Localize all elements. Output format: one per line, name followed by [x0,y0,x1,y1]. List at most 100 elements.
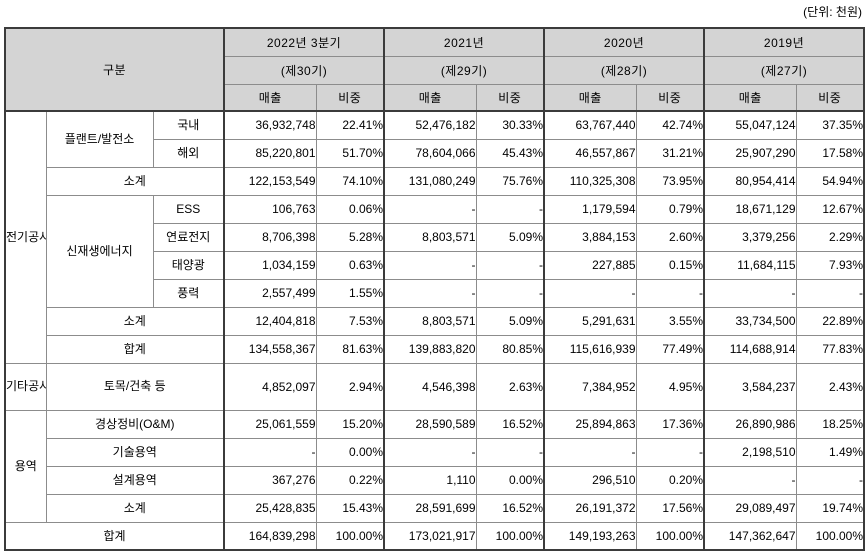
header-share: 비중 [315,83,385,112]
revenue-cell: 46,557,867 [543,138,637,168]
share-cell: - [635,278,705,308]
share-cell: 3.55% [635,306,705,336]
header-share: 비중 [475,83,545,112]
item-label-civil-construction: 토목/건축 등 [45,362,225,411]
item-label-total: 합계 [45,334,225,364]
share-cell: 2.43% [795,362,865,411]
revenue-cell: 122,153,549 [223,166,317,196]
share-cell: - [635,437,705,467]
revenue-cell: 80,954,414 [703,166,797,196]
revenue-cell: 7,384,952 [543,362,637,411]
share-cell: 0.79% [635,194,705,224]
revenue-cell: 1,179,594 [543,194,637,224]
share-cell: 42.74% [635,110,705,140]
revenue-cell: - [543,278,637,308]
share-cell: 19.74% [795,493,865,523]
revenue-cell: 8,706,398 [223,222,317,252]
subgroup-label-plant-power: 플랜트/발전소 [45,110,154,168]
revenue-cell: 36,932,748 [223,110,317,140]
revenue-cell: - [703,278,797,308]
table-row: 소계 25,428,835 15.43% 28,591,699 16.52% 2… [5,493,865,523]
header-term-30: (제30기) [223,55,385,85]
revenue-cell: 29,089,497 [703,493,797,523]
revenue-cell: 5,291,631 [543,306,637,336]
revenue-cell: 25,428,835 [223,493,317,523]
share-cell: 54.94% [795,166,865,196]
header-year-2020: 2020년 [543,27,705,57]
share-cell: 0.00% [475,465,545,495]
table-row: 기술용역 - 0.00% - - - - 2,198,510 1.49% [5,437,865,467]
share-cell: 16.52% [475,493,545,523]
header-revenue: 매출 [543,83,637,112]
share-cell: 2.63% [475,362,545,411]
revenue-cell: 147,362,647 [703,521,797,551]
header-category: 구분 [4,27,225,112]
subgroup-label-renewable-energy: 신재생에너지 [45,194,154,308]
revenue-cell: 11,684,115 [703,250,797,280]
revenue-cell: 4,546,398 [383,362,477,411]
revenue-cell: - [383,437,477,467]
revenue-cell: 55,047,124 [703,110,797,140]
header-share: 비중 [795,83,865,112]
item-label-subtotal: 소계 [45,493,225,523]
revenue-cell: 78,604,066 [383,138,477,168]
revenue-cell: 296,510 [543,465,637,495]
table-row: 해외 85,220,801 51.70% 78,604,066 45.43% 4… [5,138,865,168]
share-cell: 17.58% [795,138,865,168]
table-row: 연료전지 8,706,398 5.28% 8,803,571 5.09% 3,8… [5,222,865,252]
share-cell: 0.22% [315,465,385,495]
share-cell: 4.95% [635,362,705,411]
revenue-cell: 134,558,367 [223,334,317,364]
share-cell: - [475,250,545,280]
share-cell: 18.25% [795,409,865,439]
group-label-services: 용역 [4,409,47,523]
share-cell: 100.00% [315,521,385,551]
share-cell: 100.00% [475,521,545,551]
revenue-cell: 2,557,499 [223,278,317,308]
table-row: 소계 12,404,818 7.53% 8,803,571 5.09% 5,29… [5,306,865,336]
revenue-cell: 3,379,256 [703,222,797,252]
revenue-cell: 164,839,298 [223,521,317,551]
item-label-wind: 풍력 [152,278,225,308]
revenue-cell: 18,671,129 [703,194,797,224]
table-row: 합계 134,558,367 81.63% 139,883,820 80.85%… [5,334,865,364]
header-term-29: (제29기) [383,55,545,85]
revenue-cell: 1,110 [383,465,477,495]
share-cell: 100.00% [795,521,865,551]
revenue-cell: 114,688,914 [703,334,797,364]
revenue-cell: 173,021,917 [383,521,477,551]
header-revenue: 매출 [703,83,797,112]
table-row: 태양광 1,034,159 0.63% - - 227,885 0.15% 11… [5,250,865,280]
revenue-cell: 2,198,510 [703,437,797,467]
group-label-electrical-works: 전기공사 [4,110,47,364]
revenue-cell: 25,061,559 [223,409,317,439]
header-revenue: 매출 [223,83,317,112]
revenue-cell: - [383,194,477,224]
share-cell: 2.60% [635,222,705,252]
share-cell: 77.49% [635,334,705,364]
revenue-cell: 12,404,818 [223,306,317,336]
share-cell: 2.29% [795,222,865,252]
share-cell: 100.00% [635,521,705,551]
header-year-2021: 2021년 [383,27,545,57]
share-cell: 17.36% [635,409,705,439]
share-cell: 0.06% [315,194,385,224]
revenue-cell: 26,890,986 [703,409,797,439]
item-label-fuel-cell: 연료전지 [152,222,225,252]
share-cell: - [795,278,865,308]
item-label-design-service: 설계용역 [45,465,225,495]
table-row: 전기공사 플랜트/발전소 국내 36,932,748 22.41% 52,476… [4,110,865,364]
header-term-27: (제27기) [703,55,865,85]
revenue-cell: 227,885 [543,250,637,280]
item-label-grand-total: 합계 [4,521,225,551]
revenue-cell: 106,763 [223,194,317,224]
share-cell: 31.21% [635,138,705,168]
table-row: 기타공사 토목/건축 등 4,852,097 2.94% 4,546,398 2… [4,362,865,411]
revenue-cell: 110,325,308 [543,166,637,196]
share-cell: 0.20% [635,465,705,495]
group-label-other-works: 기타공사 [4,362,47,411]
table-row: 풍력 2,557,499 1.55% - - - - - - [5,278,865,308]
share-cell: 15.20% [315,409,385,439]
item-label-om: 경상정비(O&M) [45,409,225,439]
share-cell: 73.95% [635,166,705,196]
